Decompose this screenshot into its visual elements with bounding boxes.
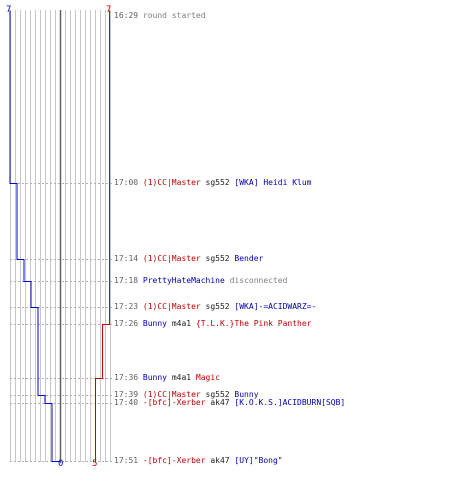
log-text: m4a1: [167, 319, 196, 328]
log-text: [WKA] Heidi Klum: [234, 178, 312, 187]
blue-team-alive-line: [9, 10, 60, 462]
log-text: (1)CC|Master: [142, 178, 201, 187]
log-text: round started: [142, 11, 206, 20]
log-text: [K.O.K.S.]ACIDBURN[SQB]: [234, 398, 346, 407]
log-text: [WKA]-=ACIDWARZ=-: [234, 302, 317, 311]
log-time: 17:23: [114, 302, 143, 311]
log-text: Bunny: [142, 319, 167, 328]
log-text: {T.L.K.}The Pink Panther: [195, 319, 312, 328]
log-text: sg552: [200, 390, 235, 399]
log-time: 17:40: [114, 398, 143, 407]
grid-lines: [10, 10, 111, 462]
log-entry: 17:39 (1)CC|Master sg552 Bunny: [114, 390, 259, 400]
log-entry: 16:29 round started: [114, 11, 206, 21]
log-text: (1)CC|Master: [142, 302, 201, 311]
log-text: m4a1: [167, 373, 196, 382]
log-text: (1)CC|Master: [142, 390, 201, 399]
log-text: Bender: [234, 254, 264, 263]
log-text: sg552: [200, 178, 235, 187]
log-time: 16:29: [114, 11, 143, 20]
log-text: Magic: [195, 373, 220, 382]
red-team-alive-line: [95, 10, 110, 462]
log-entry: 17:00 (1)CC|Master sg552 [WKA] Heidi Klu…: [114, 178, 311, 188]
log-text: -[bfc]-Xerber: [142, 398, 206, 407]
log-text: (1)CC|Master: [142, 254, 201, 263]
log-text: -[bfc]-Xerber: [142, 456, 206, 465]
log-entry: 17:51 -[bfc]-Xerber ak47 [UY]"Bong": [114, 456, 283, 466]
log-time: 17:51: [114, 456, 143, 465]
log-text: Bunny: [142, 373, 167, 382]
log-entry: 17:26 Bunny m4a1 {T.L.K.}The Pink Panthe…: [114, 319, 312, 329]
log-text: disconnected: [224, 276, 288, 285]
log-text: [UY]"Bong": [234, 456, 283, 465]
log-time: 17:18: [114, 276, 143, 285]
red-start-count: 7: [106, 5, 112, 15]
log-time: 17:36: [114, 373, 143, 382]
log-entry: 17:14 (1)CC|Master sg552 Bender: [114, 254, 263, 264]
log-time: 17:39: [114, 390, 143, 399]
blue-start-count: 7: [6, 5, 12, 15]
red-end-count: 5: [92, 459, 98, 469]
log-time: 17:14: [114, 254, 143, 263]
log-text: sg552: [200, 302, 235, 311]
log-entry: 17:36 Bunny m4a1 Magic: [114, 373, 220, 383]
log-time: 17:00: [114, 178, 143, 187]
log-text: PrettyHateMachine: [142, 276, 225, 285]
log-text: ak47: [205, 398, 235, 407]
log-entry: 17:40 -[bfc]-Xerber ak47 [K.O.K.S.]ACIDB…: [114, 398, 345, 408]
log-time: 17:26: [114, 319, 143, 328]
log-text: sg552: [200, 254, 235, 263]
log-text: Bunny: [234, 390, 259, 399]
log-text: ak47: [205, 456, 235, 465]
log-entry: 17:18 PrettyHateMachine disconnected: [114, 276, 287, 286]
log-entry: 17:23 (1)CC|Master sg552 [WKA]-=ACIDWARZ…: [114, 302, 316, 312]
blue-end-count: 0: [58, 459, 64, 469]
